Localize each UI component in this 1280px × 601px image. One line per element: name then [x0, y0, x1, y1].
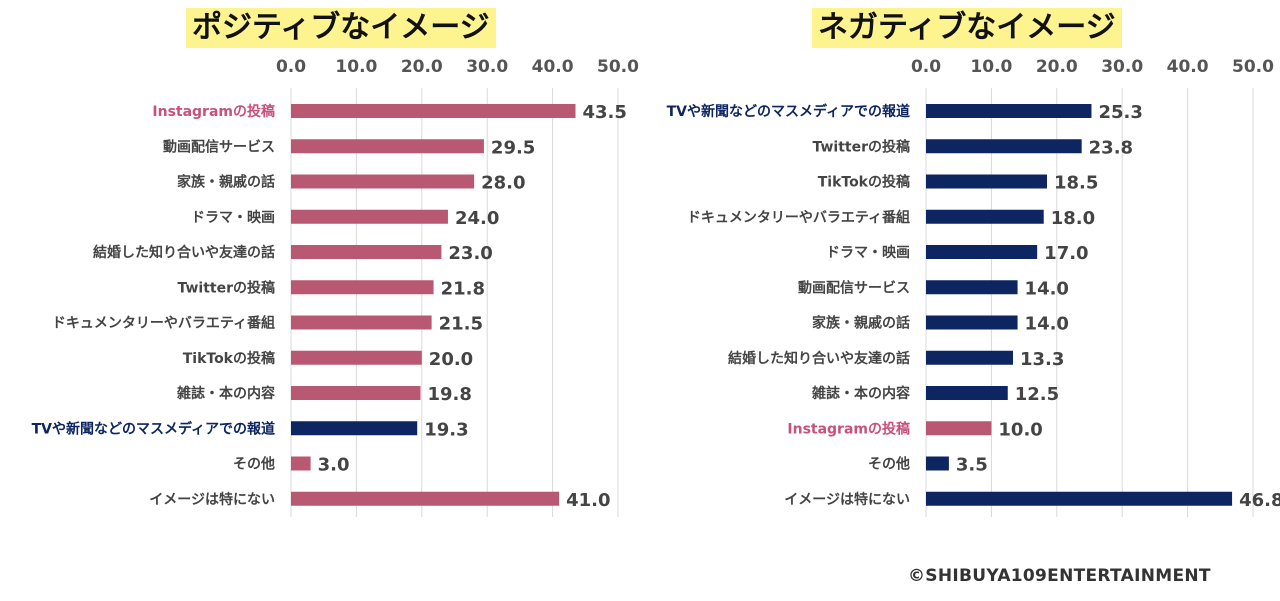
positive-category-label: ドラマ・映画 — [191, 210, 275, 226]
negative-bar — [926, 174, 1047, 189]
negative-value-label: 18.5 — [1054, 173, 1098, 194]
positive-value-label: 41.0 — [566, 490, 610, 511]
positive-category-label: TikTokの投稿 — [183, 350, 275, 367]
chart-title-negative: ネガティブなイメージ — [812, 8, 1122, 48]
negative-value-label: 14.0 — [1025, 278, 1069, 299]
negative-tick-label: 30.0 — [1101, 57, 1143, 77]
positive-value-label: 21.8 — [441, 278, 485, 299]
positive-bar — [291, 315, 432, 330]
positive-tick-label: 40.0 — [532, 57, 574, 77]
positive-bar — [291, 104, 576, 118]
negative-bar — [926, 280, 1018, 295]
negative-value-label: 12.5 — [1015, 384, 1059, 405]
negative-tick-label: 40.0 — [1167, 57, 1209, 77]
positive-bar — [291, 421, 418, 436]
positive-bar — [291, 174, 475, 189]
positive-category-label: TVや新聞などのマスメディアでの報道 — [32, 420, 275, 437]
positive-value-label: 24.0 — [455, 208, 499, 229]
negative-bar — [926, 315, 1018, 330]
negative-category-label: Twitterの投稿 — [812, 138, 910, 155]
negative-category-label: イメージは特にない — [784, 491, 910, 508]
positive-bar — [291, 386, 421, 400]
positive-bar — [291, 491, 560, 506]
negative-bar — [926, 421, 992, 436]
negative-bar — [926, 245, 1038, 259]
negative-category-label: TVや新聞などのマスメディアでの報道 — [667, 103, 910, 120]
positive-value-label: 29.5 — [491, 137, 535, 158]
negative-bar — [926, 386, 1008, 400]
negative-bar — [926, 491, 1233, 506]
negative-category-label: 家族・親戚の話 — [812, 315, 910, 332]
negative-tick-label: 0.0 — [911, 57, 941, 77]
negative-bar — [926, 209, 1044, 224]
positive-tick-label: 0.0 — [276, 57, 306, 77]
chart-title-positive: ポジティブなイメージ — [186, 8, 496, 48]
negative-bar — [926, 350, 1013, 365]
positive-category-label: イメージは特にない — [149, 491, 275, 508]
negative-bar — [926, 139, 1082, 154]
negative-tick-label: 10.0 — [970, 57, 1012, 77]
negative-category-label: 結婚した知り合いや友達の話 — [728, 350, 910, 367]
negative-bar — [926, 456, 949, 471]
positive-bar — [291, 280, 434, 295]
positive-bar — [291, 245, 442, 259]
negative-value-label: 23.8 — [1089, 137, 1133, 158]
positive-bar — [291, 139, 484, 154]
positive-value-label: 19.8 — [427, 384, 471, 405]
negative-tick-label: 20.0 — [1036, 57, 1078, 77]
positive-category-label: 結婚した知り合いや友達の話 — [93, 244, 275, 261]
negative-category-label: Instagramの投稿 — [787, 420, 910, 437]
positive-category-label: 家族・親戚の話 — [177, 174, 275, 191]
negative-category-label: その他 — [868, 456, 910, 473]
negative-value-label: 46.8 — [1239, 490, 1280, 511]
positive-bar — [291, 456, 311, 471]
negative-category-label: ドラマ・映画 — [826, 245, 910, 261]
negative-category-label: 雑誌・本の内容 — [811, 385, 910, 402]
negative-value-label: 25.3 — [1098, 102, 1142, 123]
positive-tick-label: 50.0 — [597, 57, 639, 77]
positive-tick-label: 10.0 — [335, 57, 377, 77]
copyright-text: ©SHIBUYA109ENTERTAINMENT — [908, 566, 1211, 586]
positive-category-label: 動画配信サービス — [163, 138, 275, 155]
positive-category-label: その他 — [233, 456, 275, 473]
positive-bar — [291, 350, 422, 365]
negative-value-label: 10.0 — [998, 419, 1042, 440]
positive-value-label: 28.0 — [481, 173, 525, 194]
positive-tick-label: 30.0 — [466, 57, 508, 77]
positive-value-label: 20.0 — [429, 349, 473, 370]
positive-category-label: Twitterの投稿 — [177, 279, 275, 296]
positive-value-label: 23.0 — [448, 243, 492, 264]
negative-value-label: 3.5 — [956, 455, 988, 476]
positive-category-label: Instagramの投稿 — [152, 103, 275, 120]
positive-value-label: 19.3 — [424, 419, 468, 440]
negative-value-label: 13.3 — [1020, 349, 1064, 370]
negative-value-label: 14.0 — [1025, 314, 1069, 335]
positive-value-label: 21.5 — [439, 314, 483, 335]
negative-category-label: ドキュメンタリーやバラエティ番組 — [687, 209, 910, 226]
negative-category-label: 動画配信サービス — [798, 279, 910, 296]
positive-category-label: 雑誌・本の内容 — [176, 385, 275, 402]
positive-bar — [291, 209, 448, 224]
positive-value-label: 43.5 — [582, 102, 626, 123]
negative-category-label: TikTokの投稿 — [818, 174, 910, 191]
negative-bar — [926, 104, 1092, 118]
negative-value-label: 18.0 — [1051, 208, 1095, 229]
negative-tick-label: 50.0 — [1232, 57, 1274, 77]
positive-category-label: ドキュメンタリーやバラエティ番組 — [52, 315, 275, 332]
positive-tick-label: 20.0 — [401, 57, 443, 77]
negative-value-label: 17.0 — [1044, 243, 1088, 264]
positive-value-label: 3.0 — [318, 455, 350, 476]
